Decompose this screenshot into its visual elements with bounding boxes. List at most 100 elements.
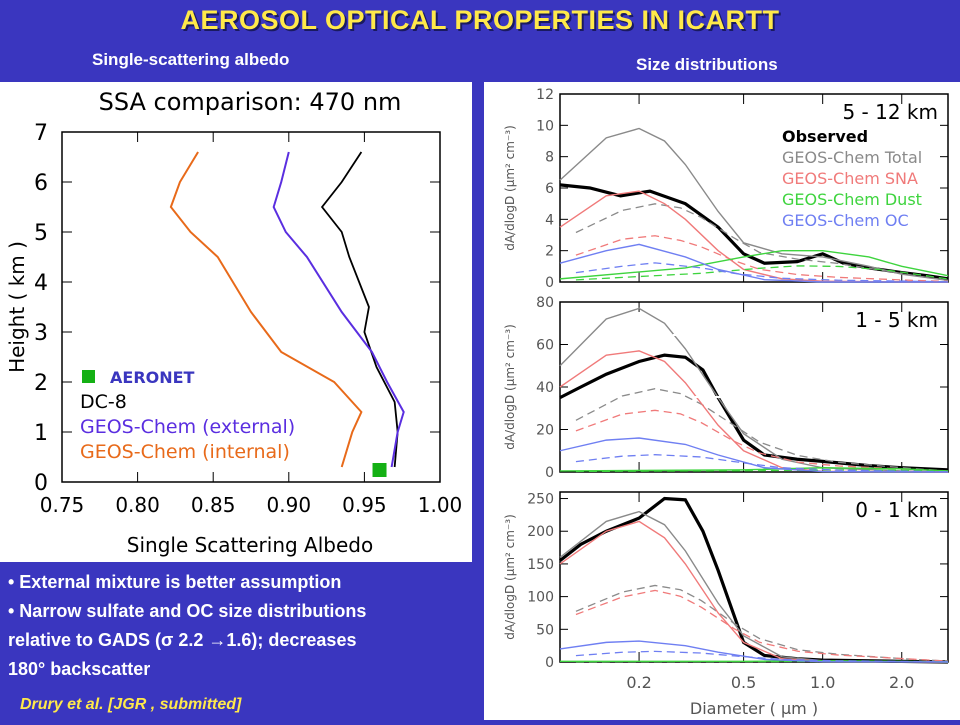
note-dashed-line1: standard model bbox=[734, 325, 846, 342]
legend-label: GEOS-Chem (internal) bbox=[80, 441, 290, 463]
legend-aeronet-marker bbox=[82, 370, 95, 383]
legend-entry: Observed bbox=[782, 127, 868, 146]
y-tick-label: 100 bbox=[527, 590, 554, 606]
panel-title: 0 - 1 km bbox=[855, 498, 938, 522]
series-line-observed bbox=[559, 353, 949, 472]
note-solid-line1: improved fit bbox=[767, 387, 853, 404]
note-improved-fit: improved fit (this work) bbox=[767, 385, 853, 427]
series-line-geos-chem-internal- bbox=[169, 151, 363, 468]
gads-dashed-geos-chem-sna bbox=[575, 409, 949, 472]
series-line-geos-chem-external- bbox=[272, 151, 405, 468]
ssa-chart: SSA comparison: 470 nm 0.75 0.80 0.85 0.90 0.… bbox=[5, 88, 463, 557]
panel-title: 5 - 12 km bbox=[842, 100, 938, 124]
y-tick-label: 2 bbox=[545, 244, 554, 260]
x-tick-label: 0.80 bbox=[115, 493, 160, 517]
subtitle-ssa: Single-scattering albedo bbox=[92, 50, 290, 69]
y-tick-label: 8 bbox=[545, 150, 554, 166]
y-tick-label: 0 bbox=[545, 655, 554, 671]
y-tick-label: 10 bbox=[536, 118, 554, 134]
gads-dashed-geos-chem-oc bbox=[575, 454, 949, 473]
gads-dashed-geos-chem-dust bbox=[575, 265, 949, 281]
y-tick-label: 250 bbox=[527, 492, 554, 508]
gads-dashed-geos-chem-total bbox=[575, 203, 949, 281]
gads-dashed-geos-chem-total bbox=[575, 388, 949, 472]
y-tick-label: 50 bbox=[536, 622, 554, 638]
y-tick-label: 20 bbox=[536, 423, 554, 439]
y-tick-label: 4 bbox=[34, 271, 48, 296]
x-tick-label: 0.95 bbox=[342, 493, 387, 517]
bullet-item: • Narrow sulfate and OC size distributio… bbox=[8, 601, 367, 621]
gads-dashed-geos-chem-sna bbox=[575, 235, 949, 283]
y-tick-label: 150 bbox=[527, 557, 554, 573]
x-axis-label: Single Scattering Albedo bbox=[127, 533, 373, 557]
bullet-item: 180° backscatter bbox=[8, 659, 151, 679]
note-standard-model: standard model assumption (GADs) bbox=[734, 323, 874, 365]
y-tick-label: 60 bbox=[536, 338, 554, 354]
bullet-list: • External mixture is better assumption … bbox=[8, 568, 366, 684]
y-tick-label: 5 bbox=[34, 221, 48, 246]
x-tick-label: 0.75 bbox=[40, 493, 85, 517]
legend-label: AERONET bbox=[110, 368, 195, 387]
y-tick-label: 6 bbox=[545, 181, 554, 197]
slide-title: AEROSOL OPTICAL PROPERTIES IN ICARTT bbox=[180, 5, 780, 35]
x-tick-label: 1.0 bbox=[810, 673, 835, 692]
y-tick-label: 4 bbox=[545, 212, 554, 228]
aeronet-marker bbox=[372, 463, 387, 477]
size-distribution-chart: 0 2 4 6 8 10 12 5 - 12 km dA/dlogD (µm² cm⁻³) Obs… bbox=[503, 87, 949, 718]
ssa-chart-panel: SSA comparison: 470 nm 0.75 0.80 0.85 0.90 0.… bbox=[0, 82, 472, 562]
gads-dashed-geos-chem-oc bbox=[575, 262, 949, 283]
x-tick-label: 0.5 bbox=[731, 673, 756, 692]
series-line-geos-chem-dust bbox=[559, 467, 949, 472]
solid-line-sample bbox=[695, 396, 753, 398]
note-solid-line2: (this work) bbox=[767, 408, 843, 425]
subtitle-size-distributions: Size distributions bbox=[636, 55, 778, 74]
y-tick-label: 6 bbox=[34, 171, 48, 196]
chart-title: SSA comparison: 470 nm bbox=[99, 88, 402, 116]
y-tick-label: 3 bbox=[34, 321, 48, 346]
y-tick-label: 12 bbox=[536, 87, 554, 103]
x-tick-label: 0.90 bbox=[267, 493, 312, 517]
y-tick-label: 200 bbox=[527, 524, 554, 540]
series-line-geos-chem-total bbox=[559, 510, 948, 663]
series-line-dc-8 bbox=[320, 151, 399, 468]
y-axis-label: Height ( km ) bbox=[5, 241, 29, 373]
legend-entry: GEOS-Chem SNA bbox=[782, 169, 918, 188]
series-line-geos-chem-oc bbox=[559, 640, 949, 663]
citation: Drury et al. [JGR , submitted] bbox=[20, 696, 242, 713]
plot-frame bbox=[61, 131, 441, 483]
gads-dashed-geos-chem-oc bbox=[575, 650, 949, 663]
y-axis-label: dA/dlogD (µm² cm⁻³) bbox=[503, 125, 517, 251]
series-line-geos-chem-total bbox=[559, 127, 949, 282]
panel-title: 1 - 5 km bbox=[855, 308, 938, 332]
bullet-item: • External mixture is better assumption bbox=[8, 572, 342, 592]
y-tick-label: 40 bbox=[536, 380, 554, 396]
x-tick-label: 0.2 bbox=[626, 673, 651, 692]
y-tick-label: 80 bbox=[536, 295, 554, 311]
size-dist-panel: 0 2 4 6 8 10 12 5 - 12 km dA/dlogD (µm² cm⁻³) Obs… bbox=[484, 82, 960, 720]
y-tick-label: 0 bbox=[545, 275, 554, 291]
x-tick-label: 2.0 bbox=[889, 673, 914, 692]
note-dashed-line2: assumption (GADs) bbox=[734, 346, 875, 363]
x-axis-label: Diameter ( µm ) bbox=[690, 699, 818, 718]
series-line-observed bbox=[559, 496, 949, 664]
series-line-geos-chem-oc bbox=[559, 437, 949, 473]
y-tick-label: 7 bbox=[34, 121, 48, 146]
series-line-geos-chem-oc bbox=[559, 243, 948, 283]
series-line-geos-chem-dust bbox=[559, 249, 949, 280]
bullet-item: relative to GADS (σ 2.2 →1.6); decreases bbox=[8, 630, 357, 650]
x-tick-label: 1.00 bbox=[418, 493, 463, 517]
gads-dashed-geos-chem-sna bbox=[575, 589, 949, 662]
y-axis-label: dA/dlogD (µm² cm⁻³) bbox=[503, 324, 517, 450]
y-tick-label: 0 bbox=[545, 465, 554, 481]
legend-entry: GEOS-Chem Total bbox=[782, 148, 922, 167]
legend-entry: GEOS-Chem Dust bbox=[782, 190, 922, 209]
legend-label: GEOS-Chem (external) bbox=[80, 416, 295, 438]
dashed-line-sample bbox=[663, 334, 718, 336]
legend-entry: GEOS-Chem OC bbox=[782, 211, 909, 230]
gads-dashed-geos-chem-total bbox=[575, 584, 949, 662]
x-tick-label: 0.85 bbox=[191, 493, 236, 517]
y-tick-label: 2 bbox=[34, 371, 48, 396]
y-tick-label: 1 bbox=[34, 421, 48, 446]
plot-frame bbox=[559, 491, 949, 663]
y-tick-label: 0 bbox=[34, 471, 48, 496]
